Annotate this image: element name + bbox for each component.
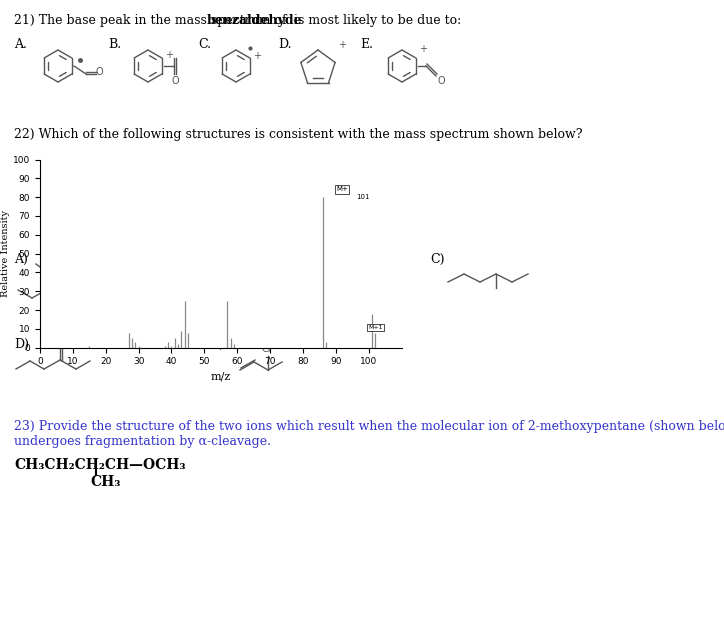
Text: O: O xyxy=(96,67,104,77)
Text: A.: A. xyxy=(14,38,27,51)
Text: is most likely to be due to:: is most likely to be due to: xyxy=(290,14,461,27)
Text: Cl: Cl xyxy=(261,344,271,354)
Text: +: + xyxy=(419,44,427,54)
Text: B): B) xyxy=(210,253,224,266)
Text: O: O xyxy=(56,338,64,348)
Text: D): D) xyxy=(14,338,29,351)
Text: benzaldehyde: benzaldehyde xyxy=(207,14,303,27)
Text: 101: 101 xyxy=(355,194,369,200)
Text: M+: M+ xyxy=(336,186,348,193)
X-axis label: m/z: m/z xyxy=(211,372,231,382)
Text: A): A) xyxy=(14,253,28,266)
Text: CH₃CH₂CH₂CH—OCH₃: CH₃CH₂CH₂CH—OCH₃ xyxy=(14,458,185,472)
Text: E.: E. xyxy=(360,38,373,51)
Text: N: N xyxy=(47,263,55,273)
Text: CH₃: CH₃ xyxy=(90,475,120,489)
Text: C): C) xyxy=(430,253,445,266)
Text: +: + xyxy=(165,50,173,60)
Y-axis label: Relative Intensity: Relative Intensity xyxy=(1,210,10,297)
Text: 21) The base peak in the mass spectrum of: 21) The base peak in the mass spectrum o… xyxy=(14,14,290,27)
Text: C.: C. xyxy=(198,38,211,51)
Text: M+1: M+1 xyxy=(369,325,383,330)
Text: 23) Provide the structure of the two ions which result when the molecular ion of: 23) Provide the structure of the two ion… xyxy=(14,420,724,433)
Text: undergoes fragmentation by α-cleavage.: undergoes fragmentation by α-cleavage. xyxy=(14,435,271,448)
Text: D.: D. xyxy=(278,38,292,51)
Text: O: O xyxy=(264,248,272,258)
Text: E): E) xyxy=(210,338,224,351)
Text: O: O xyxy=(438,76,446,86)
Text: O: O xyxy=(171,76,179,86)
Text: B.: B. xyxy=(108,38,121,51)
Text: +: + xyxy=(253,51,261,61)
Text: 22) Which of the following structures is consistent with the mass spectrum shown: 22) Which of the following structures is… xyxy=(14,128,583,141)
Text: +: + xyxy=(338,40,346,50)
